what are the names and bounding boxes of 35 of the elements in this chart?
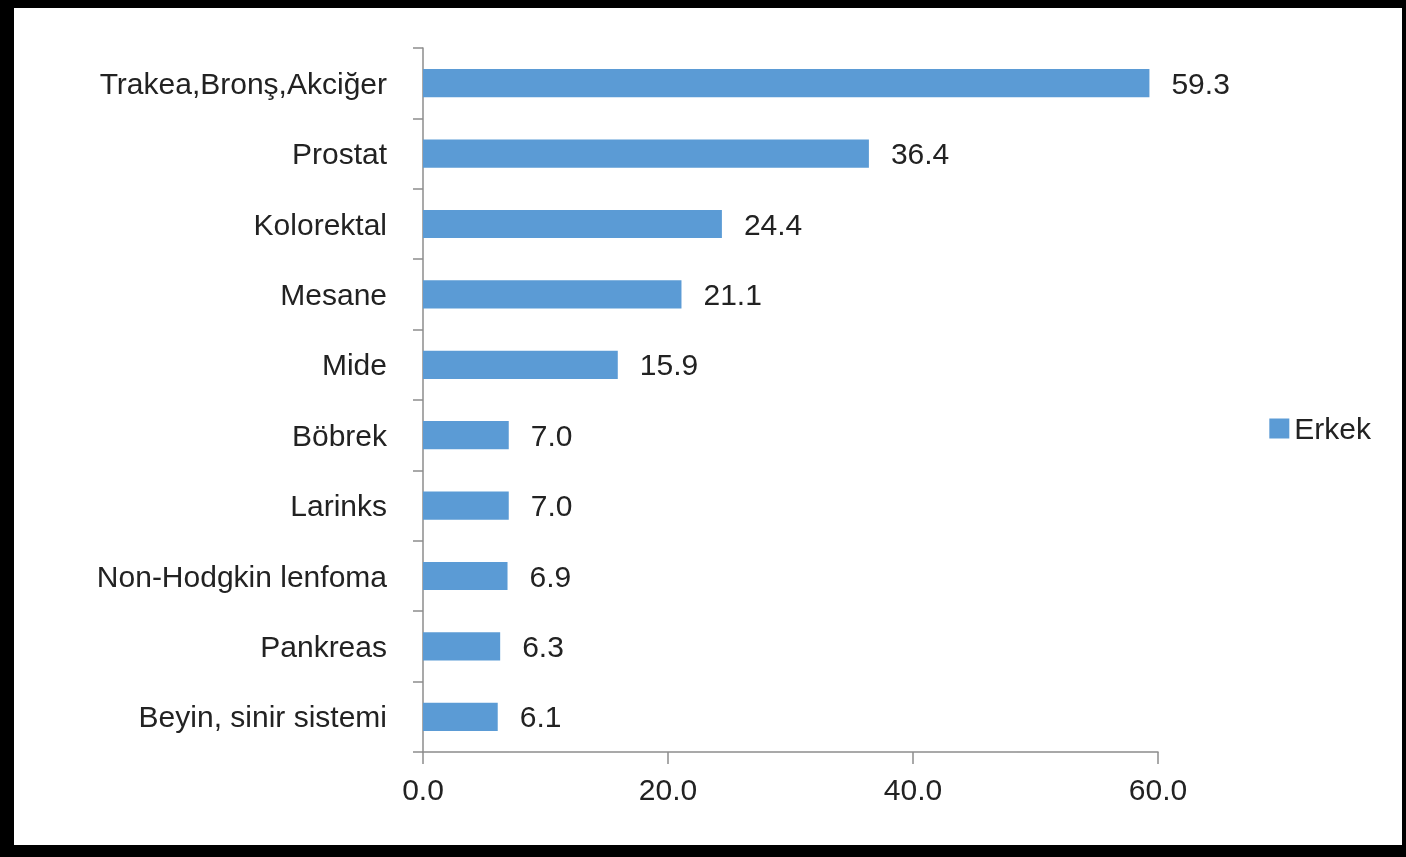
y-tick-label: Trakea,Bronş,Akciğer [99, 66, 387, 100]
data-label: 6.3 [522, 629, 564, 663]
y-tick-label: Mide [321, 348, 387, 382]
y-tick-label: Pankreas [260, 629, 387, 663]
data-label: 59.3 [1171, 66, 1230, 100]
bar [423, 350, 618, 379]
data-label: 21.1 [703, 277, 762, 311]
y-tick-label: Böbrek [291, 418, 388, 452]
bar [423, 280, 682, 309]
data-label: 6.1 [519, 700, 562, 734]
data-label: 24.4 [743, 207, 803, 241]
x-tick-label: 0.0 [402, 772, 444, 806]
bar [423, 561, 508, 591]
bar [423, 139, 869, 168]
x-tick-label: 40.0 [883, 772, 943, 806]
data-label: 6.9 [529, 559, 572, 593]
legend-label: Erkek [1294, 412, 1372, 445]
y-tick-label: Non-Hodgkin lenfoma [96, 559, 388, 593]
bar [423, 421, 509, 450]
bar [423, 209, 722, 239]
x-tick-label: 60.0 [1128, 772, 1188, 806]
y-tick-label: Kolorektal [253, 207, 387, 241]
data-label: 7.0 [530, 418, 573, 452]
y-tick-label: Prostat [291, 137, 388, 171]
data-label: 36.4 [890, 137, 950, 171]
data-label: 15.9 [639, 348, 699, 382]
y-tick-label: Beyin, sinir sistemi [138, 700, 387, 734]
bar [423, 702, 498, 731]
bar [423, 69, 1150, 98]
bar [423, 632, 501, 661]
data-label: 7.0 [530, 489, 573, 523]
bar [423, 491, 509, 520]
y-tick-label: Mesane [280, 277, 387, 311]
x-tick-label: 20.0 [638, 772, 698, 806]
y-tick-label: Larinks [290, 489, 387, 523]
